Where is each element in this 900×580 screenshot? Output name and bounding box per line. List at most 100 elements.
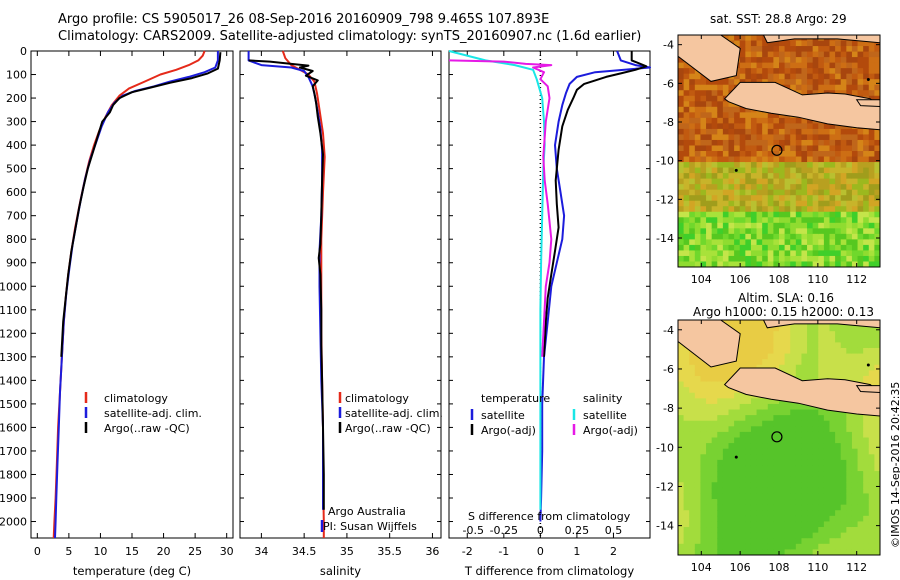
sst-map-cell [818, 62, 825, 69]
sst-map-cell [717, 156, 724, 163]
sst-map-cell [779, 139, 786, 147]
sst-map-cell [734, 151, 741, 158]
sla-map-cell [812, 353, 819, 360]
sst-map-cell [734, 178, 741, 185]
sla-map-cell [739, 487, 746, 495]
sst-map-cell [773, 51, 780, 58]
sla-map-cell [840, 347, 847, 355]
sst-map-cell [722, 134, 730, 141]
sst-map-cell [750, 145, 758, 152]
sst-map-cell [807, 145, 814, 152]
sst-map-cell [851, 261, 859, 267]
sla-map-cell [784, 499, 791, 506]
sla-map-cell [823, 448, 831, 455]
sst-map-cell [767, 151, 774, 158]
temperature-ytick-label: 1000 [0, 280, 27, 293]
sst-map-cell [728, 79, 735, 86]
sla-map-cell [694, 493, 702, 500]
sst-map-cell [711, 173, 718, 180]
sla-map-cell [840, 443, 847, 450]
sst-map-cell [868, 162, 875, 169]
sla-map-cell [812, 543, 819, 551]
sst-map-cell [756, 195, 763, 202]
sst-map-cell [863, 79, 870, 86]
sst-map-cell [745, 184, 752, 191]
sla-map-cell [694, 359, 702, 366]
sst-map-cell [700, 95, 707, 102]
sst-map-cell [734, 200, 741, 207]
sla-map-cell [801, 476, 808, 483]
sla-map-cell [762, 409, 769, 416]
sla-map-cell [823, 549, 831, 555]
sla-map-cell [694, 504, 702, 511]
sla-map-cell [823, 487, 831, 495]
sla-map-cell [795, 493, 803, 500]
sla-map-cell [801, 375, 808, 383]
sla-map-cell [689, 431, 696, 439]
sla-map-cell [807, 521, 814, 528]
sla-map-cell [728, 409, 735, 416]
sst-map-cell [857, 134, 864, 141]
sla-map-cell [795, 364, 803, 371]
sla-map-cell [711, 527, 718, 534]
sst-map-cell [835, 200, 842, 207]
sst-map-cell [745, 195, 752, 202]
sst-map-cell [812, 178, 819, 185]
sla-map-cell [863, 538, 870, 545]
sla-map-cell [722, 538, 730, 545]
sst-map-cell [694, 84, 702, 91]
sst-map-cell [678, 211, 685, 218]
sla-map-cell [807, 493, 814, 500]
temperature-xtick-label: 20 [157, 545, 171, 558]
sst-map-cell [750, 151, 758, 158]
sla-map-cell [750, 431, 758, 439]
sst-map-cell [812, 40, 819, 47]
sla-map-cell [863, 532, 870, 539]
sla-map-cell [790, 443, 797, 450]
sst-map-cell [756, 156, 763, 163]
sst-map-cell [829, 222, 836, 229]
sla-map-cell [706, 510, 713, 517]
sla-map-cell [722, 543, 730, 551]
sst-map-cell [846, 145, 853, 152]
sst-map-cell [812, 250, 819, 257]
sst-map-cell [801, 167, 808, 174]
sst-map-cell [795, 211, 803, 218]
sla-map-cell [812, 443, 819, 450]
sla-map-cell [739, 320, 746, 327]
sla-map-cell [745, 409, 752, 416]
sla-map-cell [745, 437, 752, 444]
sla-map-cell [678, 448, 685, 455]
sla-map-cell [868, 375, 875, 383]
sst-map-cell [706, 178, 713, 185]
sla-map-cell [835, 532, 842, 539]
sla-map-cell [807, 499, 814, 506]
sst-map-cell [756, 151, 763, 158]
sst-map-cell [801, 123, 808, 130]
sla-map-cell [767, 549, 774, 555]
sla-map-cell [835, 336, 842, 343]
sla-map-cell [717, 521, 724, 528]
sst-map-cell [773, 189, 780, 196]
sst-map-cell [823, 189, 831, 196]
sla-map-cell [863, 331, 870, 338]
sla-map-cell [750, 320, 758, 327]
sst-map-cell [801, 84, 808, 91]
sst-map-cell [829, 51, 836, 58]
sst-map-cell [728, 195, 735, 202]
sla-map-cell [807, 538, 814, 545]
sla-map-cell [683, 499, 690, 506]
sst-map-cell [874, 222, 880, 229]
sst-map-cell [863, 250, 870, 257]
sst-map-cell [706, 233, 713, 240]
sla-map-cell [711, 426, 718, 433]
sla-map-cell [722, 459, 730, 467]
sla-map-cell [818, 331, 825, 338]
sst-map-cell [762, 162, 769, 169]
sst-map-cell [868, 90, 875, 97]
sst-map-cell [706, 84, 713, 91]
sla-map-cell [818, 532, 825, 539]
sla-map-cell [739, 543, 746, 551]
sla-map-cell [829, 454, 836, 461]
sla-map-cell [795, 426, 803, 433]
